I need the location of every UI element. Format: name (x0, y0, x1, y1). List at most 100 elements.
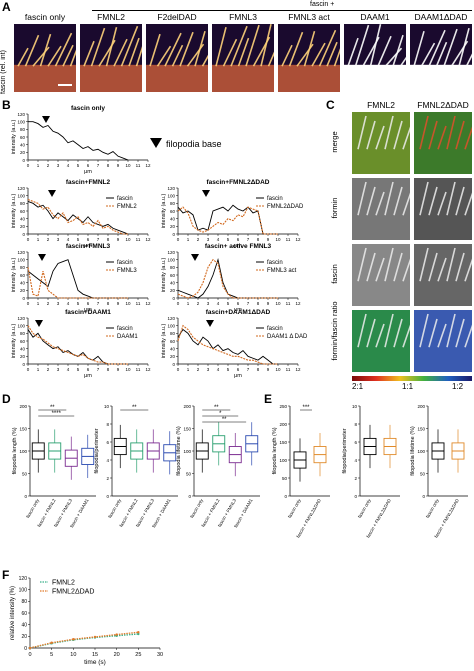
panel-c-letter: C (326, 98, 335, 112)
filopodium (419, 181, 429, 216)
filopodium (366, 186, 376, 216)
y-tick-label: 4 (106, 458, 109, 463)
panel-a-ylabel: fascin (rel. int) (0, 50, 7, 94)
filopodium (149, 33, 161, 67)
y-tick-label: 100 (19, 587, 28, 593)
x-tick-label: 11 (136, 163, 141, 168)
cell-body (212, 64, 274, 92)
y-axis-label: intensity (a.u.) (161, 194, 167, 229)
series-fascin-line (177, 257, 278, 299)
x-axis-label: μm (84, 373, 92, 379)
filopodium (164, 32, 182, 67)
y-tick-label: 50 (420, 471, 426, 476)
x-tick-label: 8 (107, 237, 110, 242)
micrograph-image (212, 24, 274, 92)
significance-stars: ** (222, 417, 227, 423)
y-tick-label: 20 (20, 354, 26, 359)
ratio-tick-label: 2:1 (352, 382, 364, 391)
x-tick-label: 0 (27, 367, 30, 372)
category-label: fascin only (25, 497, 40, 519)
x-tick-label: 5 (77, 163, 80, 168)
category-label: fascin only (189, 497, 204, 519)
x-tick-label: 1 (37, 301, 40, 306)
filopodium (428, 252, 438, 282)
filopodium (366, 318, 376, 348)
panel-c-row-label: merge (330, 131, 339, 153)
filopodium (384, 115, 394, 150)
y-axis-label: filopodia length (%) (272, 427, 278, 474)
filopodium (437, 323, 447, 348)
filopodium (402, 258, 410, 282)
significance-stars: ** (132, 405, 137, 411)
filopodium (437, 125, 447, 150)
ratio-colorbar (352, 376, 472, 381)
cell-body (80, 64, 142, 92)
y-tick-label: 40 (21, 622, 27, 628)
filopodium (455, 252, 465, 282)
y-tick-label: 100 (167, 193, 175, 198)
x-tick-label: 8 (107, 163, 110, 168)
x-tick-label: 25 (135, 652, 141, 658)
x-tick-label: 10 (275, 237, 281, 242)
y-axis-label: intensity (a.u.) (161, 258, 167, 293)
filopodium (464, 126, 472, 150)
y-tick-label: 120 (17, 186, 25, 191)
filopodium (428, 120, 438, 150)
y-tick-label: 80 (170, 331, 176, 336)
filopodium (318, 29, 337, 67)
x-tick-label: 12 (145, 301, 151, 306)
x-tick-label: 5 (227, 301, 230, 306)
x-tick-label: 5 (50, 652, 53, 658)
filopodium (437, 257, 447, 282)
y-tick-label: 100 (19, 449, 27, 454)
filopodia-base-marker (191, 254, 199, 261)
y-tick-label: 0 (24, 494, 27, 499)
y-tick-label: 100 (17, 119, 25, 124)
filopodium (428, 186, 438, 216)
y-tick-label: 6 (354, 440, 357, 445)
filopodia-base-marker (206, 320, 214, 327)
panel-b-letter: B (2, 98, 11, 112)
filopodium (435, 41, 448, 67)
x-tick-label: 6 (237, 237, 240, 242)
filopodium (455, 120, 465, 150)
cell-body (146, 64, 208, 92)
x-tick-label: 8 (257, 301, 260, 306)
micrograph-image (146, 24, 208, 92)
filopodium (384, 47, 403, 67)
filopodium (357, 181, 367, 216)
x-tick-label: 3 (57, 367, 60, 372)
y-tick-label: 200 (279, 422, 287, 427)
x-tick-label: 30 (157, 652, 163, 658)
series-fascin-line (177, 328, 278, 365)
filopodium (156, 45, 172, 67)
filopodium (366, 120, 376, 150)
x-tick-label: 6 (237, 367, 240, 372)
x-tick-label: 11 (286, 301, 291, 306)
y-tick-label: 40 (20, 142, 26, 147)
x-tick-label: 0 (27, 301, 30, 306)
panel-a-letter: A (2, 0, 11, 14)
x-tick-label: 1 (37, 237, 40, 242)
series-fascin-line (28, 121, 129, 161)
category-label: fascin + DAAM1 (151, 498, 172, 529)
legend-entry: DAAM1 (117, 334, 138, 340)
series-formin-line (27, 325, 128, 365)
y-tick-label: 60 (170, 273, 176, 278)
panel-d-letter: D (2, 392, 11, 406)
recovery-plot: 0 20 40 60 80 100 120 0 5 10 15 20 25 30 time (s) relat… (10, 576, 163, 666)
micrograph-filopodia (278, 29, 340, 92)
x-tick-label: 12 (145, 367, 151, 372)
x-tick-label: 10 (70, 652, 76, 658)
filopodia-overlay (357, 181, 410, 216)
micrograph-label: FMNL3 act (288, 12, 330, 22)
y-tick-label: 150 (417, 426, 425, 431)
x-tick-label: 12 (295, 237, 301, 242)
micrograph-label: FMNL3 (229, 12, 257, 22)
filopodia-overlay (419, 181, 472, 216)
filopodia-overlay (419, 115, 472, 150)
